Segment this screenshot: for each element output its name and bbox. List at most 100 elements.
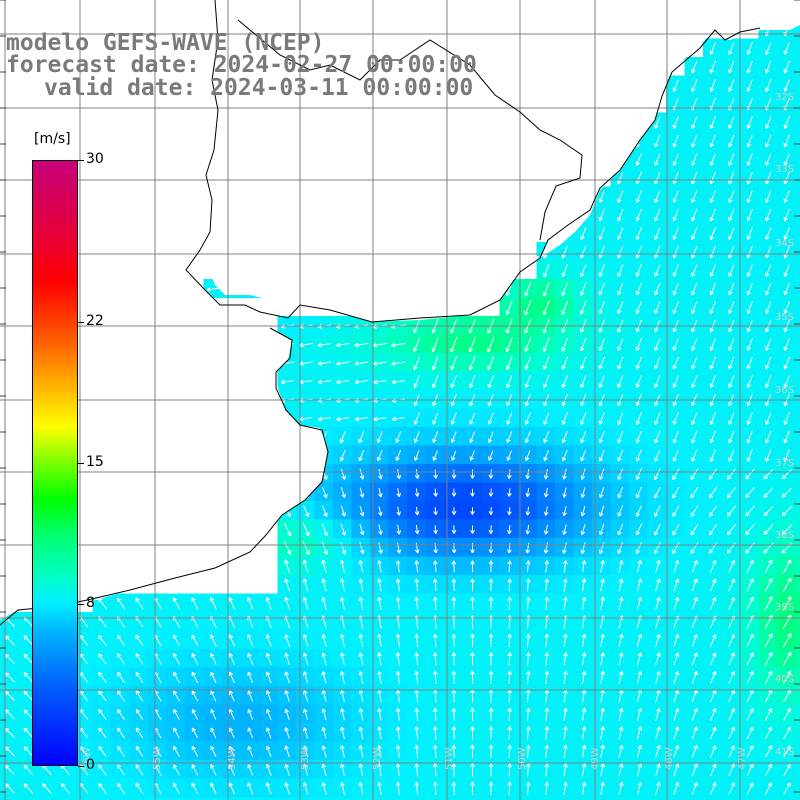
- wind-arrow: [228, 727, 235, 739]
- wind-speed-cell: [721, 612, 741, 632]
- wind-arrow: [655, 726, 661, 740]
- wind-arrow: [691, 356, 698, 370]
- wind-arrow: [524, 356, 532, 370]
- longitude-label: 55W: [152, 747, 163, 770]
- wind-speed-cell: [388, 408, 408, 428]
- wind-speed-cell: [444, 371, 464, 391]
- wind-speed-cell: [647, 760, 667, 780]
- wind-speed-cell: [351, 408, 371, 428]
- wind-arrow: [764, 708, 773, 721]
- wind-arrow: [635, 301, 642, 314]
- wind-arrow: [765, 264, 772, 277]
- wind-arrow: [673, 670, 680, 684]
- wind-arrow: [654, 227, 661, 240]
- wind-speed-cell: [758, 279, 778, 299]
- wind-speed-cell: [518, 501, 538, 521]
- wind-arrow: [563, 781, 568, 796]
- wind-arrow: [563, 596, 568, 610]
- wind-arrow: [359, 468, 365, 480]
- wind-speed-cell: [795, 371, 800, 391]
- wind-arrow: [765, 356, 772, 370]
- wind-speed-cell: [555, 482, 575, 502]
- wind-speed-cell: [721, 94, 741, 114]
- wind-speed-cell: [666, 334, 686, 354]
- wind-arrow: [228, 764, 235, 776]
- wind-speed-cell: [721, 482, 741, 502]
- wind-arrow: [340, 726, 345, 740]
- wind-speed-cell: [351, 334, 371, 354]
- wind-speed-cell: [777, 279, 797, 299]
- wind-arrow: [691, 412, 698, 425]
- latitude-label: 39S: [775, 602, 794, 613]
- wind-speed-cell: [333, 797, 353, 800]
- latitude-label: 35S: [775, 312, 794, 323]
- wind-arrow: [691, 116, 698, 129]
- wind-speed-cell: [647, 667, 667, 687]
- wind-arrow: [317, 342, 332, 348]
- wind-arrow: [543, 524, 549, 535]
- wind-arrow: [765, 208, 772, 222]
- wind-arrow: [579, 282, 587, 296]
- wind-speed-cell: [481, 427, 501, 447]
- wind-speed-cell: [573, 612, 593, 632]
- wind-arrow: [581, 596, 587, 610]
- wind-arrow: [210, 653, 217, 665]
- wind-speed-cell: [499, 371, 519, 391]
- wind-arrow: [488, 781, 494, 796]
- wind-arrow: [414, 450, 420, 461]
- wind-arrow: [265, 745, 272, 758]
- wind-speed-cell: [555, 649, 575, 669]
- wind-arrow: [617, 338, 624, 352]
- wind-speed-cell: [666, 168, 686, 188]
- wind-arrow: [765, 449, 772, 462]
- wind-speed-cell: [573, 260, 593, 280]
- wind-arrow: [265, 727, 272, 739]
- wind-speed-cell: [555, 723, 575, 743]
- wind-arrow: [265, 597, 272, 610]
- wind-arrow: [321, 505, 328, 517]
- wind-speed-cell: [351, 445, 371, 465]
- wind-speed-cell: [351, 371, 371, 391]
- wind-speed-cell: [370, 445, 390, 465]
- wind-arrow: [284, 763, 290, 776]
- wind-arrow: [746, 42, 753, 55]
- wind-arrow: [765, 79, 772, 92]
- wind-speed-cell: [333, 445, 353, 465]
- wind-arrow: [655, 596, 661, 610]
- wind-speed-cell: [703, 723, 723, 743]
- latitude-label: 33S: [775, 164, 794, 175]
- wind-arrow: [783, 245, 790, 259]
- wind-speed-cell: [610, 649, 630, 669]
- colorbar-tick-label: 0: [86, 757, 95, 773]
- wind-speed-cell: [721, 334, 741, 354]
- wind-arrow: [581, 633, 587, 647]
- wind-arrow: [451, 652, 457, 666]
- wind-speed-cell: [610, 260, 630, 280]
- wind-arrow: [580, 542, 586, 554]
- wind-speed-cell: [296, 797, 316, 800]
- wind-arrow: [691, 264, 698, 277]
- wind-arrow: [746, 782, 754, 795]
- wind-arrow: [336, 379, 350, 385]
- wind-speed-cell: [629, 242, 649, 262]
- wind-speed-cell: [666, 667, 686, 687]
- wind-arrow: [488, 488, 494, 497]
- latitude-label: 34S: [775, 238, 794, 249]
- wind-speed-cell: [592, 223, 612, 243]
- wind-speed-cell: [629, 538, 649, 558]
- wind-speed-cell: [555, 630, 575, 650]
- wind-arrow: [470, 469, 475, 479]
- wind-arrow: [710, 560, 717, 573]
- wind-speed-cell: [666, 519, 686, 539]
- wind-speed-cell: [758, 112, 778, 132]
- wind-speed-cell: [573, 704, 593, 724]
- wind-speed-cell: [721, 704, 741, 724]
- wind-arrow: [654, 356, 661, 370]
- wind-arrow: [340, 781, 345, 795]
- wind-speed-cell: [777, 371, 797, 391]
- wind-speed-cell: [555, 334, 575, 354]
- wind-arrow: [691, 430, 698, 444]
- wind-arrow: [728, 412, 735, 425]
- wind-arrow: [451, 670, 457, 685]
- wind-arrow: [691, 153, 698, 166]
